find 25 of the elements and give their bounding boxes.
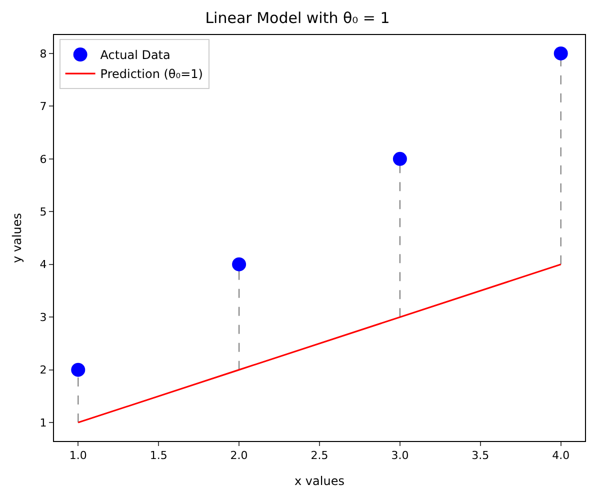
y-tick-label: 7 — [40, 100, 47, 114]
y-tick-label: 5 — [40, 205, 47, 218]
x-tick-label: 2.5 — [310, 449, 328, 462]
point — [554, 46, 568, 60]
y-tick-label: 3 — [40, 310, 47, 324]
y-tick-label: 8 — [40, 47, 47, 60]
point — [71, 362, 86, 377]
y-tick-label: 6 — [40, 152, 47, 166]
y-tick-label: 2 — [40, 364, 47, 377]
x-tick-label: 4.0 — [552, 449, 570, 462]
y-tick-label: 1 — [40, 416, 47, 430]
legend-label: Prediction (θ₀=1) — [100, 67, 203, 82]
legend-label: Actual Data — [100, 48, 170, 62]
point — [232, 257, 246, 272]
y-axis-title: y values — [10, 213, 24, 263]
chart-title: Linear Model with θ₀ = 1 — [205, 8, 390, 27]
line-series — [77, 264, 562, 424]
x-tick-label: 3.5 — [472, 449, 490, 462]
y-tick-label: 4 — [40, 258, 47, 272]
point — [392, 152, 407, 166]
x-tick-label: 3.0 — [391, 449, 409, 462]
x-tick-label: 1.5 — [150, 449, 168, 462]
x-tick-label: 1.0 — [69, 449, 87, 462]
x-axis-title: x values — [294, 474, 344, 488]
x-tick-label: 2.0 — [230, 449, 248, 462]
